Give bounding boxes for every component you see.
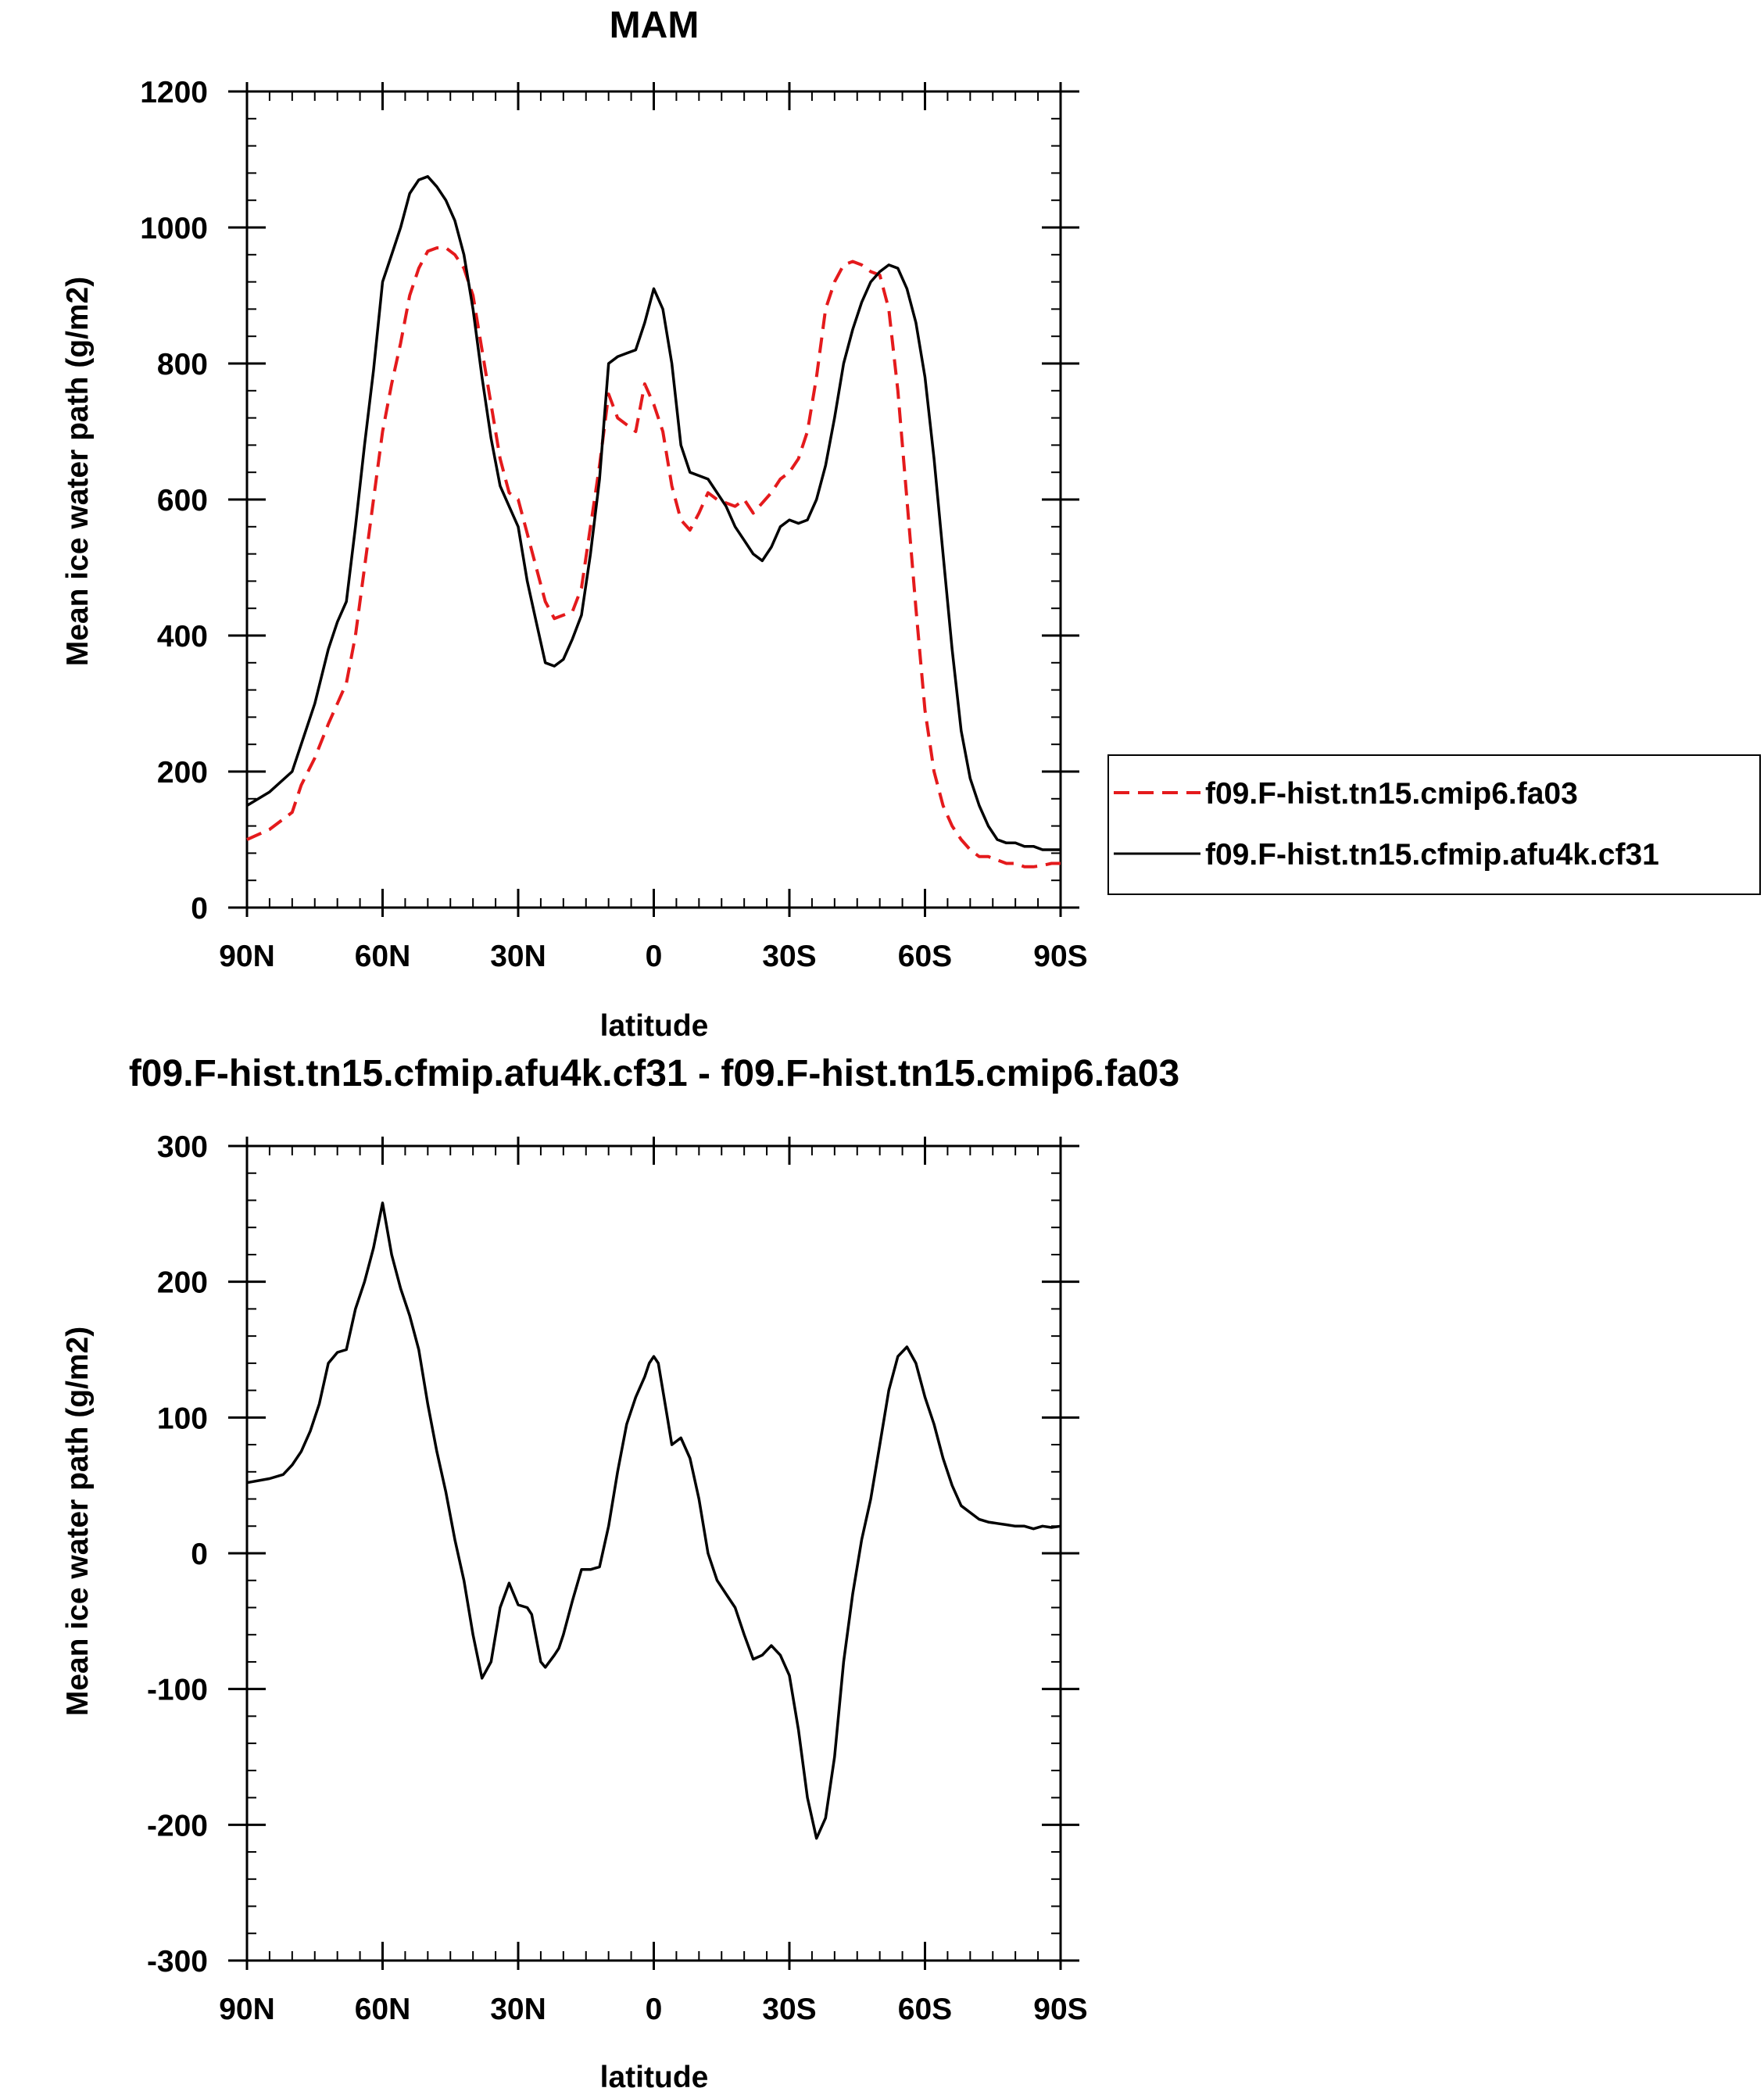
top-series-line-1 xyxy=(246,246,1061,868)
top-y-tick-label: 800 xyxy=(157,348,208,381)
bottom-x-tick-label: 90S xyxy=(1033,1993,1087,2026)
legend-box xyxy=(1107,754,1761,895)
legend: f09.F-hist.tn15.cmip6.fa03 f09.F-hist.tn… xyxy=(1107,754,1761,895)
bottom-y-tick-label: -100 xyxy=(147,1674,208,1707)
bottom-y-tick-label: -200 xyxy=(147,1809,208,1843)
top-x-axis-label: latitude xyxy=(600,1009,709,1043)
bottom-y-tick-label: 300 xyxy=(157,1130,208,1164)
top-x-tick-label: 60S xyxy=(898,940,952,973)
top-x-tick-label: 0 xyxy=(646,940,663,973)
top-y-tick-label: 1000 xyxy=(140,212,208,245)
top-x-tick-label: 30N xyxy=(490,940,546,973)
bottom-y-tick-label: 100 xyxy=(157,1402,208,1435)
bottom-x-tick-label: 30S xyxy=(762,1993,816,2026)
bottom-series-line-1 xyxy=(246,1201,1061,1840)
bottom-x-tick-label: 60S xyxy=(898,1993,952,2026)
top-y-axis-label: Mean ice water path (g/m2) xyxy=(61,277,95,666)
top-y-tick-label: 1200 xyxy=(140,76,208,109)
legend-label-cfmip: f09.F-hist.tn15.cfmip.afu4k.cf31 xyxy=(1205,838,1659,872)
top-series-line-2 xyxy=(246,175,1061,851)
bottom-chart-panel: f09.F-hist.tn15.cfmip.afu4k.cf31 - f09.F… xyxy=(61,1053,1179,2094)
top-chart-panel: MAM 90N 60N 30N 0 30S 60S 90S 0 200 400 600 800 1000… xyxy=(61,5,1088,1043)
bottom-y-axis-label: Mean ice water path (g/m2) xyxy=(61,1327,95,1716)
top-x-tick-label: 30S xyxy=(762,940,816,973)
top-y-tick-label: 200 xyxy=(157,756,208,790)
bottom-y-tick-label: 200 xyxy=(157,1266,208,1300)
bottom-y-tick-label: 0 xyxy=(191,1538,208,1571)
top-x-tick-label: 60N xyxy=(355,940,411,973)
top-x-tick-label: 90N xyxy=(219,940,275,973)
top-y-tick-label: 0 xyxy=(191,892,208,926)
top-y-tick-label: 600 xyxy=(157,484,208,517)
bottom-x-axis-label: latitude xyxy=(600,2061,709,2094)
bottom-x-tick-label: 0 xyxy=(646,1993,663,2026)
bottom-x-tick-label: 90N xyxy=(219,1993,275,2026)
bottom-y-tick-label: -300 xyxy=(147,1945,208,1979)
bottom-x-tick-label: 30N xyxy=(490,1993,546,2026)
bottom-x-tick-label: 60N xyxy=(355,1993,411,2026)
top-y-tick-label: 400 xyxy=(157,620,208,654)
top-x-tick-label: 90S xyxy=(1033,940,1087,973)
bottom-chart-title: f09.F-hist.tn15.cfmip.afu4k.cf31 - f09.F… xyxy=(129,1053,1179,1094)
top-chart-title: MAM xyxy=(610,5,700,46)
legend-label-cmip6: f09.F-hist.tn15.cmip6.fa03 xyxy=(1205,777,1578,811)
